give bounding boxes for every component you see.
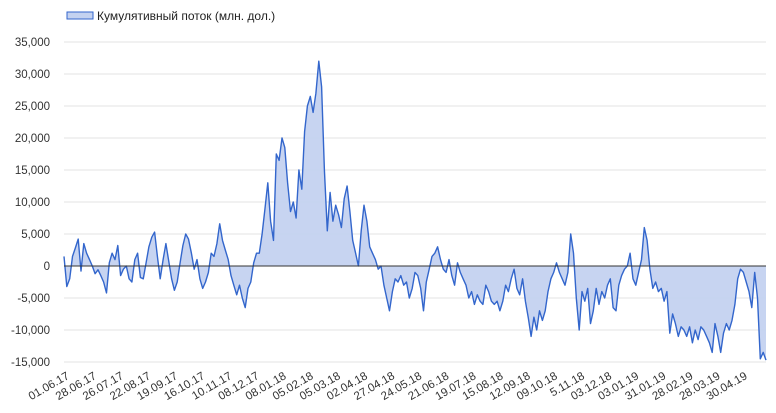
legend-swatch — [66, 11, 94, 20]
y-tick-label: 5,000 — [21, 229, 50, 241]
x-axis: 01.06.1728.06.1726.07.1722.08.1719.09.17… — [27, 370, 750, 403]
y-tick-label: 35,000 — [15, 37, 50, 49]
y-axis: 35,000 30,000 25,000 20,000 15,000 10,000 5,00… — [11, 37, 50, 369]
y-tick-label: 30,000 — [15, 69, 50, 81]
y-tick-label: 0 — [44, 261, 50, 273]
series-layer — [63, 60, 767, 361]
legend-label: Кумулятивный поток (млн. дол.) — [97, 9, 275, 23]
y-tick-label: 10,000 — [15, 197, 50, 209]
y-tick-label: 25,000 — [15, 101, 50, 113]
grid — [64, 41, 766, 363]
legend: Кумулятивный поток (млн. дол.) — [66, 9, 275, 23]
series-line — [63, 60, 767, 361]
y-tick-label: -10,000 — [11, 325, 50, 337]
y-tick-label: -5,000 — [17, 293, 50, 305]
series-area — [64, 61, 766, 361]
y-tick-label: 20,000 — [15, 133, 50, 145]
y-tick-label: -15,000 — [11, 357, 50, 369]
y-tick-label: 15,000 — [15, 165, 50, 177]
